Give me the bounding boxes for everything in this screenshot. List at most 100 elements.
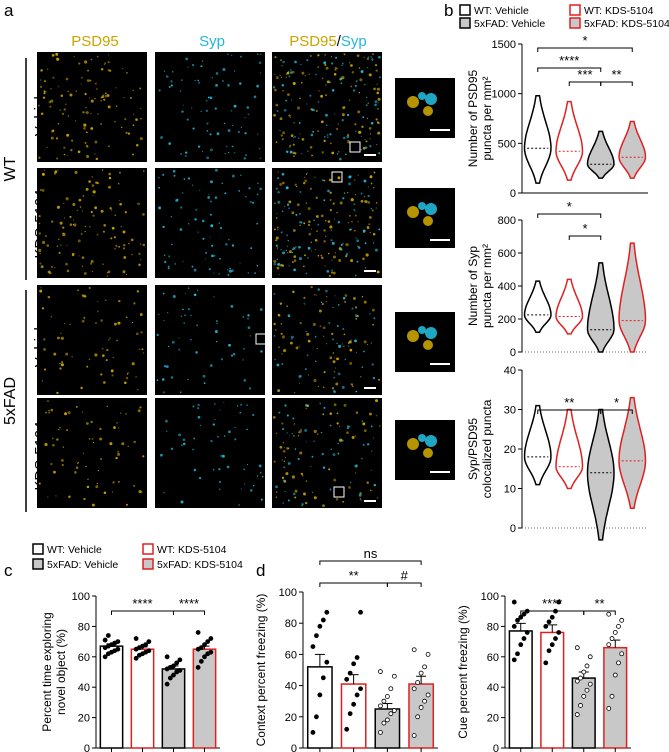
micrograph-r4-c2 <box>155 398 265 508</box>
psd95-punctum <box>122 230 126 234</box>
psd95-punctum <box>54 170 58 174</box>
psd95-punctum <box>103 230 105 233</box>
psd95-punctum <box>341 113 345 117</box>
psd95-punctum <box>118 245 121 248</box>
psd95-punctum <box>370 469 372 471</box>
psd95-punctum <box>91 270 94 273</box>
syp-punctum <box>219 226 223 230</box>
data-point <box>351 701 357 707</box>
syp-punctum <box>288 75 291 78</box>
psd95-punctum <box>315 294 317 296</box>
syp-punctum <box>378 152 381 155</box>
psd95-punctum <box>115 87 117 89</box>
syp-punctum <box>305 272 308 275</box>
syp-punctum <box>366 96 368 99</box>
data-point <box>378 703 383 709</box>
syp-punctum <box>174 263 176 265</box>
psd95-punctum <box>120 126 123 129</box>
syp-punctum <box>191 184 194 186</box>
psd95-punctum <box>330 142 332 145</box>
col-header-merge: PSD95/Syp <box>289 33 367 50</box>
psd95-punctum <box>334 66 337 69</box>
syp-punctum <box>236 405 239 407</box>
syp-punctum <box>218 480 222 484</box>
psd95-punctum <box>279 117 283 121</box>
psd95-punctum <box>40 265 44 269</box>
psd95-punctum <box>278 273 280 275</box>
psd95-punctum <box>375 69 378 72</box>
psd95-punctum <box>127 132 131 135</box>
psd95-punctum <box>124 381 127 384</box>
syp-punctum <box>360 135 362 137</box>
zoom-inset-4 <box>395 420 455 480</box>
syp-punctum <box>210 224 214 228</box>
syp-punctum <box>163 320 165 322</box>
psd95-punctum <box>86 485 90 489</box>
psd95-punctum <box>376 91 380 95</box>
syp-punctum <box>220 358 224 361</box>
psd95-punctum <box>377 102 379 104</box>
psd95-punctum <box>82 194 85 197</box>
data-point <box>574 678 580 684</box>
violin-4 <box>618 242 647 353</box>
syp-punctum <box>249 489 253 492</box>
psd95-punctum <box>321 151 324 154</box>
psd95-punctum <box>91 503 95 507</box>
data-point <box>612 630 618 635</box>
syp-punctum <box>274 358 276 361</box>
syp-punctum <box>374 103 377 107</box>
syp-punctum <box>322 466 326 469</box>
syp-punctum <box>246 463 248 466</box>
psd95-punctum <box>115 244 118 248</box>
syp-punctum <box>182 260 184 262</box>
psd95-punctum <box>368 223 371 226</box>
psd95-punctum <box>344 300 347 303</box>
syp-punctum <box>370 450 373 452</box>
syp-punctum <box>244 132 247 135</box>
psd95-punctum <box>89 79 92 82</box>
significance-label: * <box>614 395 619 410</box>
syp-punctum <box>158 186 161 189</box>
psd95-punctum <box>372 186 375 189</box>
syp-punctum <box>291 432 294 435</box>
syp-punctum <box>348 182 352 186</box>
syp-punctum <box>164 365 167 368</box>
psd95-punctum <box>90 210 93 214</box>
psd95-punctum <box>138 203 141 205</box>
psd95-punctum <box>139 137 143 141</box>
inset-punctum <box>407 206 419 218</box>
syp-punctum <box>197 403 200 407</box>
syp-punctum <box>205 99 208 102</box>
psd95-punctum <box>299 97 301 100</box>
syp-punctum <box>288 265 290 267</box>
syp-punctum <box>331 338 335 341</box>
psd95-punctum <box>89 226 91 228</box>
psd95-punctum <box>74 471 77 474</box>
psd95-punctum <box>333 478 337 482</box>
psd95-punctum <box>299 133 301 135</box>
psd95-punctum <box>101 95 105 98</box>
psd95-punctum <box>119 200 121 202</box>
data-point <box>543 624 549 629</box>
syp-punctum <box>292 492 296 496</box>
syp-punctum <box>197 415 201 419</box>
significance-bracket <box>111 610 174 615</box>
psd95-punctum <box>133 484 135 487</box>
syp-punctum <box>256 264 259 267</box>
psd95-punctum <box>121 442 125 446</box>
psd95-punctum <box>275 491 278 493</box>
significance-bracket <box>568 81 602 86</box>
data-point <box>556 630 562 635</box>
syp-punctum <box>364 84 366 86</box>
psd95-punctum <box>135 143 139 147</box>
psd95-punctum <box>369 175 373 179</box>
psd95-punctum <box>95 82 97 85</box>
psd95-punctum <box>92 441 95 444</box>
psd95-punctum <box>336 67 338 70</box>
syp-punctum <box>353 209 355 211</box>
bar-2 <box>340 683 367 749</box>
psd95-punctum <box>277 313 281 317</box>
y-tick-label: 80 <box>487 621 499 633</box>
psd95-punctum <box>59 426 61 429</box>
syp-punctum <box>248 187 251 190</box>
